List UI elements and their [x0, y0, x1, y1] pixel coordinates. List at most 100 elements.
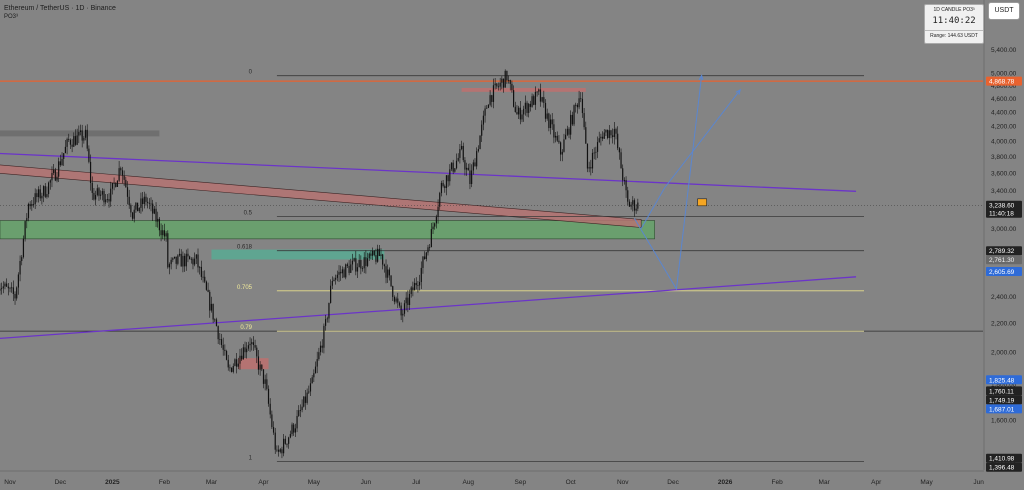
candle-body	[29, 203, 31, 207]
candle-body	[83, 137, 85, 141]
candle-body	[563, 139, 565, 152]
symbol-title[interactable]: Ethereum / TetherUS · 1D · Binance	[4, 5, 116, 12]
candle-body	[477, 149, 479, 152]
candle-body	[27, 203, 30, 219]
fib-label-0.618: 0.618	[237, 245, 253, 251]
candle-body	[375, 255, 377, 262]
candle-body	[424, 256, 426, 260]
price-label-bg	[986, 462, 1022, 472]
candle-body	[608, 130, 610, 138]
price-label: 1,749.19	[989, 397, 1015, 404]
candle-body	[366, 258, 369, 266]
candle-body	[180, 253, 182, 267]
fib-label-0: 0	[249, 70, 253, 76]
candle-body	[195, 254, 197, 259]
candle-body	[131, 212, 134, 219]
trendline-purple-lower	[0, 276, 857, 340]
candle-body	[41, 195, 43, 199]
candle-body	[152, 203, 154, 214]
time-axis[interactable]: Nov Dec 2025 Feb Mar Apr May Jun Jul Aug Sep Oct Nov…	[4, 479, 984, 486]
zones-layer	[0, 87, 655, 370]
candle-body	[623, 180, 625, 181]
price-label: 4,868.78	[989, 79, 1015, 86]
countdown-range: Range: 144.63 USDT	[925, 30, 983, 39]
candle-body	[48, 182, 50, 195]
candle-body	[49, 180, 51, 183]
candle-body	[133, 209, 135, 219]
candle-body	[382, 254, 384, 265]
candle-body	[487, 104, 490, 108]
price-label: 3,238.60	[989, 203, 1015, 210]
candle-body	[178, 253, 181, 256]
candle-body	[229, 367, 231, 369]
candle-body	[239, 355, 241, 364]
zone-demand-zone	[0, 220, 655, 240]
candle-body	[526, 102, 528, 113]
candle-body	[304, 396, 307, 403]
candle-body	[499, 82, 501, 87]
candle-body	[326, 318, 328, 320]
price-axis[interactable]: 5,400.00 5,000.00 4,800.00 4,600.00 4,400.00…	[986, 47, 1022, 472]
lines-layer: 0 0.5 0.618 0.705 0.79 1	[0, 70, 983, 462]
candle-body	[501, 78, 503, 83]
price-label-bg	[986, 76, 1022, 86]
candle-body	[464, 160, 466, 170]
price-label: 2,761.30	[989, 257, 1015, 264]
candle-body	[539, 89, 542, 102]
candle-body	[603, 132, 605, 139]
candle-body	[313, 373, 315, 378]
candle-body	[66, 138, 68, 147]
candle-body	[541, 97, 543, 102]
candle-body	[492, 85, 495, 102]
candle-body	[419, 281, 421, 286]
candle-body	[449, 169, 451, 182]
candle-body	[622, 168, 624, 181]
candle-body	[529, 103, 531, 107]
candle-body	[435, 216, 437, 224]
candle-body	[511, 83, 513, 91]
candle-body	[331, 280, 333, 286]
candle-body	[536, 91, 538, 93]
candle-body	[351, 260, 354, 265]
candle-body	[256, 347, 258, 357]
countdown-label: 1D CANDLE PO3³	[933, 7, 975, 13]
candle-body	[497, 86, 500, 88]
candle-body	[605, 129, 607, 133]
trendline-purple-upper	[0, 152, 857, 192]
candle-body	[286, 443, 288, 445]
candle-body	[356, 267, 359, 272]
price-label: 2,605.69	[989, 269, 1015, 276]
candle-body	[568, 128, 570, 135]
candle-body	[336, 274, 338, 278]
currency-button[interactable]: USDT	[988, 2, 1020, 20]
candle-body	[98, 188, 100, 196]
candle-body	[518, 107, 520, 115]
candle-body	[489, 95, 491, 105]
x-tick-label: Dec	[55, 479, 67, 486]
candle-body	[215, 319, 218, 327]
candle-body	[303, 396, 305, 407]
candle-body	[21, 257, 23, 261]
candle-body	[554, 135, 557, 138]
candle-body	[516, 112, 518, 115]
candle-body	[261, 364, 263, 370]
x-tick-label: Sep	[515, 479, 527, 486]
candle-body	[323, 325, 325, 348]
candle-body	[155, 208, 157, 222]
candle-body	[341, 269, 343, 274]
candle-body	[225, 351, 228, 360]
candle-body	[113, 182, 115, 184]
candle-body	[549, 119, 552, 129]
candle-body	[460, 145, 463, 150]
price-label: 2,789.32	[989, 248, 1015, 255]
candle-body	[301, 406, 303, 410]
candle-body	[288, 437, 290, 444]
y-tick-label: 4,400.00	[991, 109, 1017, 116]
candle-body	[509, 79, 511, 84]
candle-body	[565, 134, 567, 140]
price-label: 1,760.11	[989, 388, 1014, 395]
indicator-label[interactable]: PO3³	[4, 14, 19, 20]
candle-body	[91, 183, 93, 193]
